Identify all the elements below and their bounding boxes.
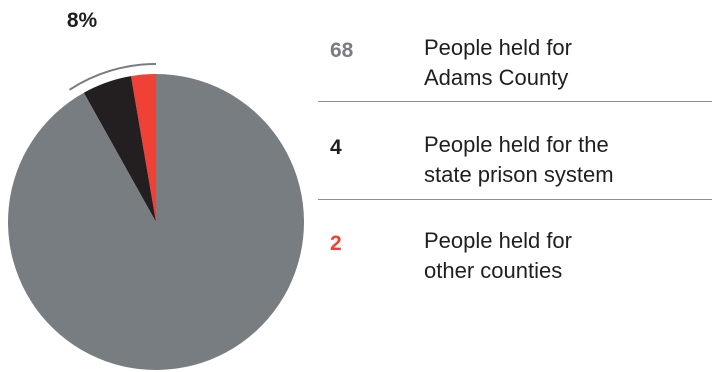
pie-slice — [8, 74, 305, 370]
legend: 68 People held for Adams County 4 People… — [318, 0, 712, 372]
legend-label-line: Adams County — [424, 65, 569, 90]
pie-slices — [8, 74, 305, 370]
pie-chart: 8% — [0, 0, 320, 372]
legend-value: 4 — [330, 136, 342, 159]
pie-slice — [83, 76, 156, 222]
legend-label-line: People held for — [424, 228, 572, 253]
legend-label: People held for other counties — [424, 226, 704, 286]
legend-label-line: People held for the — [424, 132, 609, 157]
legend-divider — [318, 101, 712, 102]
legend-label-line: other counties — [424, 258, 563, 283]
legend-label: People held for Adams County — [424, 33, 704, 93]
legend-value: 68 — [330, 39, 354, 62]
legend-label: People held for the state prison system — [424, 130, 704, 190]
pie-slice — [130, 74, 156, 222]
legend-label-line: People held for — [424, 35, 572, 60]
callout-arc — [68, 63, 157, 91]
legend-value: 2 — [330, 232, 342, 255]
callout-label: 8% — [67, 9, 98, 32]
legend-divider — [318, 199, 712, 200]
legend-label-line: state prison system — [424, 162, 614, 187]
pie-chart-svg: 8% — [8, 9, 305, 370]
